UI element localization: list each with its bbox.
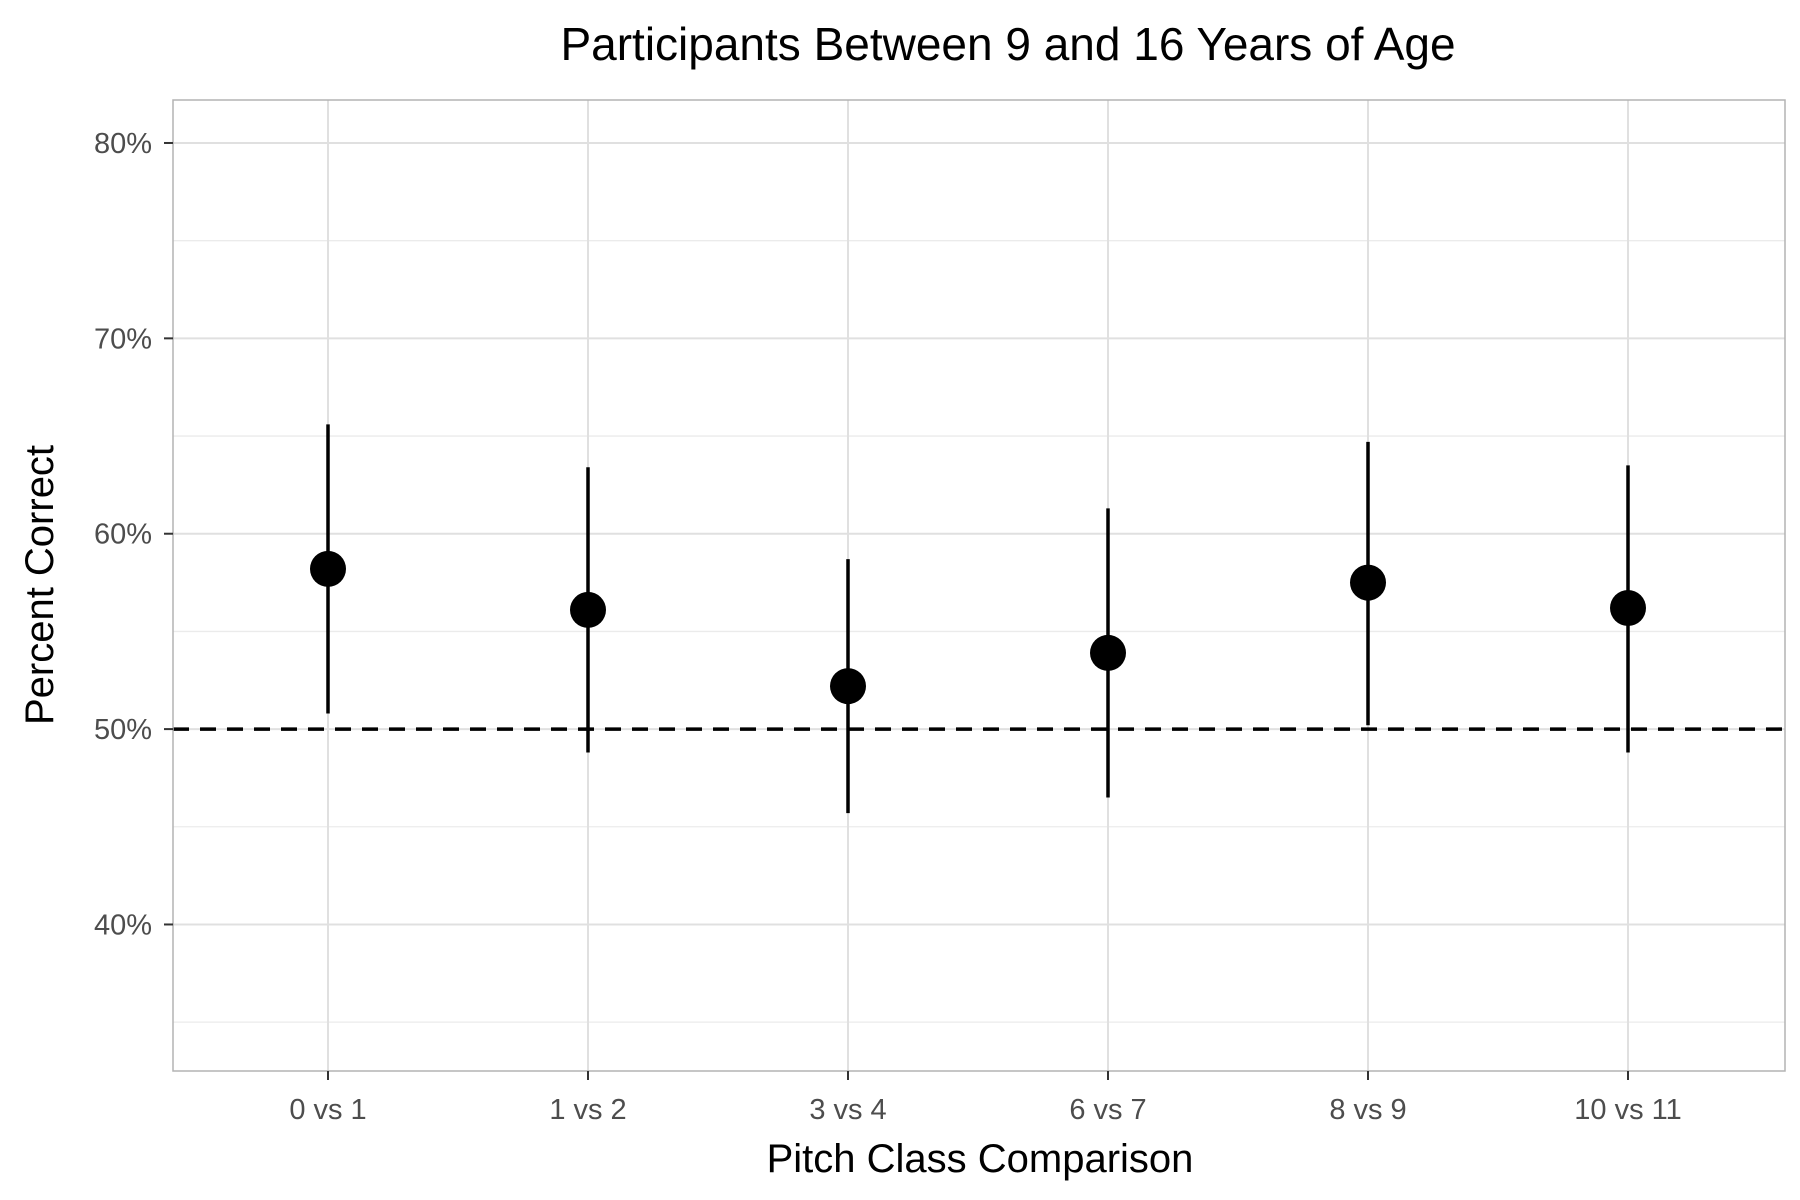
chart-title: Participants Between 9 and 16 Years of A… [560,18,1455,70]
x-tick-label: 8 vs 9 [1329,1094,1406,1126]
data-point [1610,589,1646,626]
x-tick-label: 6 vs 7 [1069,1094,1146,1126]
x-tick-label: 1 vs 2 [549,1094,626,1126]
y-axis: 40% 50% 60% 70% 80% [94,128,173,941]
y-tick-label: 80% [94,128,152,160]
data-points [310,550,1646,705]
y-tick-label: 50% [94,714,152,746]
y-axis-title: Percent Correct [18,445,62,725]
y-tick-label: 70% [94,323,152,355]
x-axis: 0 vs 1 1 vs 2 3 vs 4 6 vs 7 8 vs 9 10 vs 11 [289,1071,1682,1126]
x-tick-label: 0 vs 1 [289,1094,366,1126]
panel-border [172,99,1786,1072]
data-point [830,668,866,705]
x-tick-label: 3 vs 4 [809,1094,886,1126]
x-axis-title: Pitch Class Comparison [767,1137,1194,1181]
data-point [570,591,606,628]
grid [173,100,1785,1071]
data-point [1350,564,1386,601]
error-bars [326,424,1630,814]
y-tick-label: 60% [94,519,152,551]
x-tick-label: 10 vs 11 [1574,1094,1681,1126]
data-point [1090,634,1126,671]
y-tick-label: 40% [94,909,152,941]
data-point [310,550,346,587]
